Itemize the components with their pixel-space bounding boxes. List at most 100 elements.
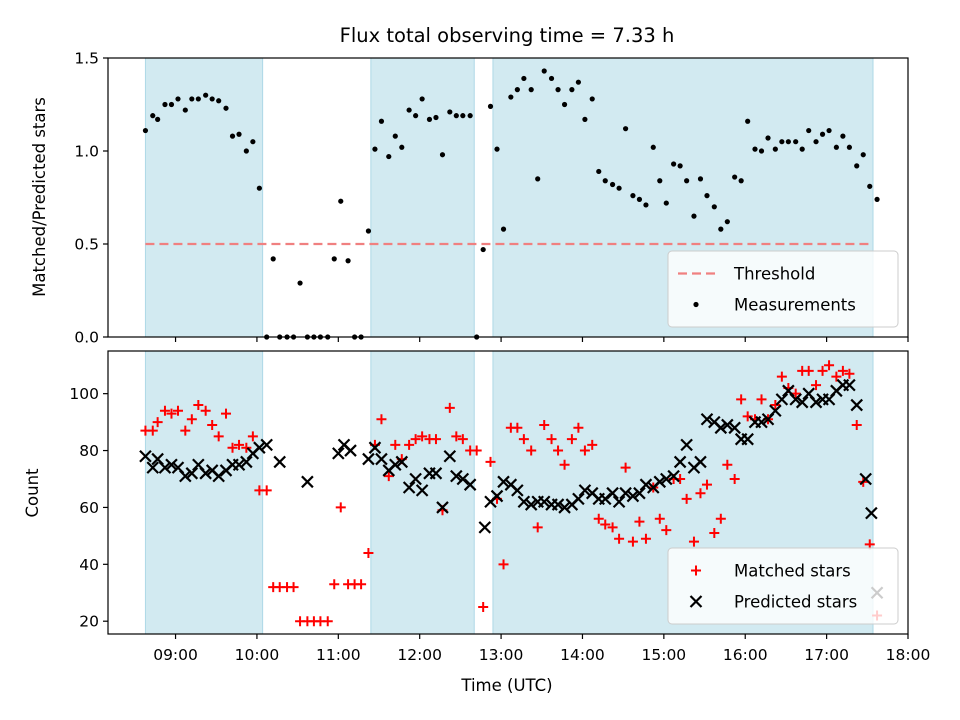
matched-stars-point [722, 459, 733, 470]
measurement-point [806, 127, 812, 134]
matched-stars-point [661, 525, 672, 536]
measurement-point [480, 246, 486, 253]
matched-stars-point [213, 431, 224, 442]
measurement-point [168, 101, 175, 108]
measurement-point [508, 94, 514, 100]
x-tick-label: 16:00 [723, 646, 768, 664]
measurement-point [500, 226, 507, 232]
predicted-stars-point [409, 472, 422, 486]
x-tick-label: 18:00 [886, 646, 931, 664]
predicted-stars-point [660, 472, 673, 486]
measurement-point [162, 101, 168, 108]
measurement-point [657, 178, 663, 184]
matched-stars-point [417, 431, 428, 442]
counts-x-ticks: 09:00 10:00 11:00 12:00 13:00 14:00 15:00 16:00… [153, 634, 930, 664]
matched-stars-point [485, 456, 496, 467]
predicted-stars-point [598, 492, 612, 506]
measurement-point [243, 148, 249, 154]
measurement-point [609, 181, 616, 188]
predicted-stars-point [551, 498, 565, 511]
predicted-stars-point [199, 467, 212, 480]
matched-stars-point [363, 547, 374, 558]
matched-stars-point [172, 405, 183, 416]
measurement-point [406, 107, 412, 113]
measurement-point [175, 96, 181, 102]
y-tick-label: 1.5 [74, 50, 99, 68]
measurement-point [216, 98, 222, 104]
observing-window-band [370, 57, 475, 338]
y-tick-label: 60 [79, 499, 99, 517]
matched-stars-point [811, 380, 822, 391]
predicted-stars-point [775, 393, 789, 406]
y-tick-label: 0.0 [74, 329, 99, 347]
predicted-stars-point [859, 472, 872, 486]
predicted-stars-point [146, 461, 160, 474]
matched-stars-point [234, 439, 245, 450]
measurement-point [854, 163, 860, 169]
matched-stars-point [681, 493, 692, 504]
predicted-stars-point [478, 521, 492, 534]
predicted-stars-point [795, 395, 809, 409]
matched-stars-point [593, 513, 604, 524]
measurement-point [779, 139, 785, 145]
ratio-y-ticks: 0.0 0.5 1.0 1.5 [74, 50, 108, 347]
predicted-stars-point [689, 595, 703, 608]
measurement-point [331, 256, 337, 262]
measurement-point [182, 107, 188, 113]
measurement-point [514, 87, 520, 93]
measurement-point [541, 68, 547, 74]
measurement-point [711, 204, 717, 210]
matched-stars-point [444, 402, 455, 413]
legend-label: Threshold [733, 265, 815, 284]
predicted-stars-point [606, 486, 619, 500]
matched-stars-point [261, 485, 272, 496]
predicted-stars-point [572, 492, 585, 506]
predicted-stars-point [714, 421, 728, 435]
measurement-point [142, 127, 149, 134]
matched-stars-point [695, 488, 706, 499]
counts-panel: 20 40 60 80 100 09:00 10:00 11:00 12:00 13:00 14:… [23, 350, 930, 695]
counts-axes-frame [107, 350, 909, 635]
legend-label: Measurements [734, 296, 856, 315]
x-tick-label: 12:00 [397, 646, 442, 664]
matched-stars-point [498, 559, 509, 570]
matched-stars-point [512, 422, 523, 433]
counts-series [139, 360, 884, 627]
predicted-stars-point [809, 395, 823, 409]
measurement-point [494, 146, 500, 152]
observing-window-band [370, 350, 475, 635]
matched-stars-point [322, 616, 333, 627]
matched-stars-point [147, 425, 158, 436]
measurement-point [561, 101, 568, 108]
predicted-stars-point [728, 421, 741, 435]
y-tick-label: 1.0 [74, 143, 99, 161]
matched-stars-point [390, 439, 401, 450]
matched-stars-point [451, 431, 462, 442]
measurement-point [616, 185, 622, 191]
measurement-point [819, 131, 826, 137]
matched-stars-point [770, 400, 781, 411]
legend-box [667, 547, 899, 625]
measurement-point [548, 75, 555, 82]
predicted-stars-point [639, 478, 653, 491]
x-tick-label: 17:00 [804, 646, 849, 664]
predicted-stars-point [558, 501, 571, 514]
predicted-stars-point [443, 449, 457, 463]
counts-legend: Matched stars Predicted stars [667, 547, 899, 625]
measurement-point [521, 75, 527, 82]
x-tick-label: 11:00 [316, 646, 361, 664]
predicted-stars-point [524, 498, 538, 511]
observing-window-band [144, 350, 264, 635]
measurement-point [528, 87, 534, 93]
predicted-stars-point [511, 484, 524, 497]
matched-stars-point [518, 434, 529, 445]
predicted-stars-point [741, 432, 754, 446]
measurement-point [365, 228, 372, 234]
matched-stars-point [614, 533, 625, 544]
chart-title: Flux total observing time = 7.33 h [340, 24, 675, 47]
matched-stars-point [430, 434, 441, 445]
predicted-stars-point [490, 489, 504, 503]
measurement-point [399, 144, 405, 150]
measurement-point [535, 176, 541, 182]
